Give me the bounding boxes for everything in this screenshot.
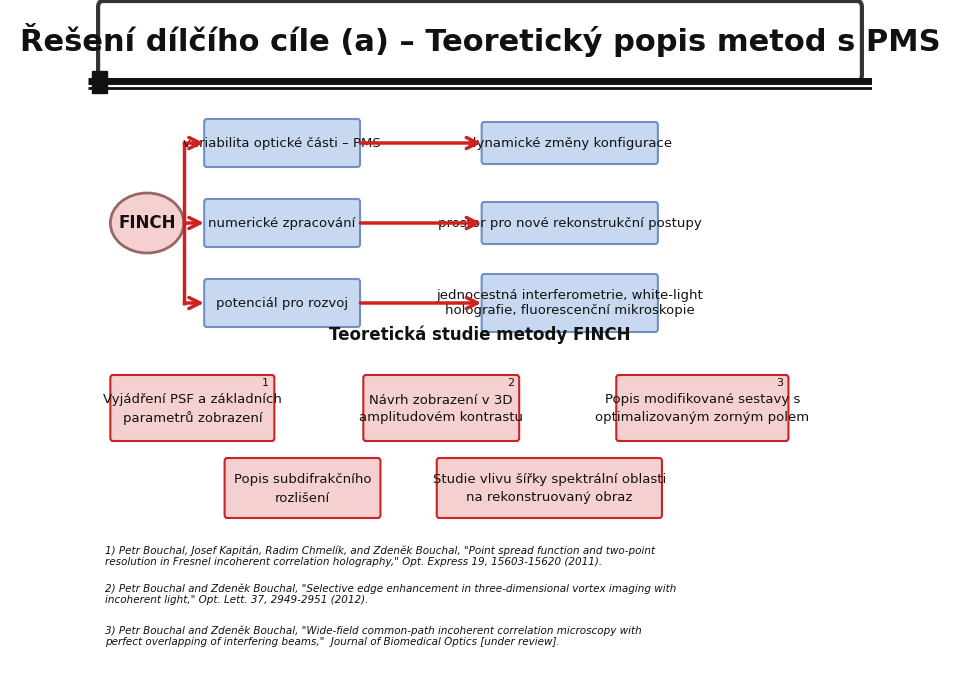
FancyBboxPatch shape xyxy=(204,119,360,167)
Text: Popis modifikované sestavy s: Popis modifikované sestavy s xyxy=(605,394,800,406)
Text: 1) Petr Bouchal, Josef Kapitán, Radim Chmelík, and Zdeněk Bouchal, "Point spread: 1) Petr Bouchal, Josef Kapitán, Radim Ch… xyxy=(105,545,655,567)
Ellipse shape xyxy=(110,193,183,253)
FancyBboxPatch shape xyxy=(482,122,658,164)
Text: Návrh zobrazení v 3D: Návrh zobrazení v 3D xyxy=(370,394,513,406)
FancyBboxPatch shape xyxy=(204,279,360,327)
Text: Studie vlivu šířky spektrální oblasti: Studie vlivu šířky spektrální oblasti xyxy=(433,474,666,487)
FancyBboxPatch shape xyxy=(92,71,108,93)
Text: 2) Petr Bouchal and Zdeněk Bouchal, "Selective edge enhancement in three-dimensi: 2) Petr Bouchal and Zdeněk Bouchal, "Sel… xyxy=(105,583,676,605)
FancyBboxPatch shape xyxy=(363,375,519,441)
Text: amplitudovém kontrastu: amplitudovém kontrastu xyxy=(359,411,523,425)
Text: na rekonstruovaný obraz: na rekonstruovaný obraz xyxy=(467,491,633,505)
FancyBboxPatch shape xyxy=(110,375,275,441)
Text: prostor pro nové rekonstrukční postupy: prostor pro nové rekonstrukční postupy xyxy=(438,217,702,229)
Text: 1: 1 xyxy=(262,378,269,388)
Text: 2: 2 xyxy=(507,378,514,388)
Text: 3) Petr Bouchal and Zdeněk Bouchal, "Wide-field common-path incoherent correlati: 3) Petr Bouchal and Zdeněk Bouchal, "Wid… xyxy=(105,625,641,647)
FancyBboxPatch shape xyxy=(437,458,662,518)
Text: Teoretická studie metody FINCH: Teoretická studie metody FINCH xyxy=(329,326,631,345)
Text: potenciál pro rozvoj: potenciál pro rozvoj xyxy=(216,297,348,310)
FancyBboxPatch shape xyxy=(225,458,380,518)
Text: FINCH: FINCH xyxy=(118,214,176,232)
Text: optimalizovaným zorným polem: optimalizovaným zorným polem xyxy=(595,411,809,425)
FancyBboxPatch shape xyxy=(204,199,360,247)
Text: dynamické změny konfigurace: dynamické změny konfigurace xyxy=(468,137,672,149)
FancyBboxPatch shape xyxy=(482,202,658,244)
Text: parametrů zobrazení: parametrů zobrazení xyxy=(123,411,262,425)
Text: Vyjádření PSF a základních: Vyjádření PSF a základních xyxy=(103,394,282,406)
FancyBboxPatch shape xyxy=(616,375,788,441)
FancyBboxPatch shape xyxy=(98,1,862,81)
Text: Popis subdifrakčního: Popis subdifrakčního xyxy=(234,474,372,487)
Text: jednocestná interferometrie, white-light
holografie, fluorescenční mikroskopie: jednocestná interferometrie, white-light… xyxy=(437,289,703,317)
Text: variabilita optické části – PMS: variabilita optické části – PMS xyxy=(183,137,381,149)
FancyBboxPatch shape xyxy=(482,274,658,332)
Text: 3: 3 xyxy=(776,378,783,388)
Text: numerické zpracování: numerické zpracování xyxy=(208,217,356,229)
Text: rozlišení: rozlišení xyxy=(275,491,330,505)
Text: Řešení dílčího cíle (a) – Teoretický popis metod s PMS: Řešení dílčího cíle (a) – Teoretický pop… xyxy=(20,23,940,57)
